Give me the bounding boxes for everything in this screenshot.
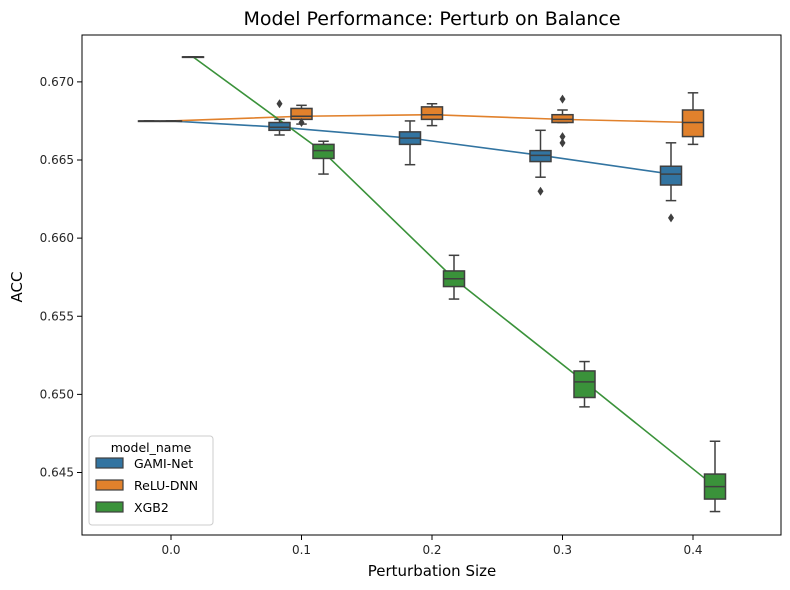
- plot-area: 0.645 0.650 0.655 0.660 0.665 0.670 0.0 0.1 0.2 0…: [40, 34, 782, 557]
- legend-swatch: [95, 501, 124, 513]
- box-relu-dnn-0.0: [159, 120, 183, 123]
- box-gami-net-0.3: [529, 129, 552, 196]
- box-gami-net-0.4: [659, 142, 683, 223]
- box-relu-dnn-0.4: [681, 92, 705, 146]
- outlier-point: [537, 186, 544, 196]
- outlier-point: [298, 118, 305, 127]
- x-tick-label: 0.4: [683, 543, 702, 557]
- y-tick-label: 0.665: [40, 153, 74, 167]
- outlier-point: [276, 99, 283, 109]
- box-body: [290, 107, 313, 121]
- y-tick-label: 0.655: [40, 309, 74, 323]
- box-body: [312, 143, 335, 160]
- box-relu-dnn-0.3: [551, 94, 574, 148]
- legend-title: model_name: [111, 440, 192, 455]
- legend-swatch: [95, 457, 124, 469]
- chart-title: Model Performance: Perturb on Balance: [243, 8, 620, 30]
- box-gami-net-0.1: [268, 99, 291, 136]
- box-gami-net-0.2: [398, 120, 422, 166]
- box-body: [681, 109, 705, 138]
- legend-swatch: [95, 479, 124, 491]
- x-tick-label: 0.3: [553, 543, 572, 557]
- legend-label: GAMI-Net: [134, 456, 193, 471]
- box-xgb2-0.1: [312, 140, 335, 175]
- y-tick-label: 0.670: [40, 75, 74, 89]
- outlier-point: [668, 213, 674, 223]
- box-xgb2-0.3: [573, 360, 596, 408]
- box-gami-net-0.0: [137, 120, 161, 123]
- outlier-point: [559, 132, 566, 142]
- box-xgb2-0.4: [703, 440, 727, 513]
- outlier-point: [559, 94, 566, 104]
- box-body: [659, 165, 683, 186]
- x-tick-label: 0.2: [422, 543, 441, 557]
- legend: model_name GAMI-Net ReLU-DNN XGB2: [88, 435, 214, 526]
- box-xgb2-0.0: [181, 56, 205, 59]
- box-body: [573, 370, 596, 399]
- plot-frame: [81, 34, 782, 536]
- y-tick-label: 0.660: [40, 231, 74, 245]
- box-relu-dnn-0.2: [420, 103, 444, 127]
- box-body: [420, 106, 444, 121]
- box-body: [268, 121, 291, 132]
- x-tick-label: 0.1: [292, 543, 311, 557]
- box-relu-dnn-0.1: [290, 104, 313, 127]
- x-tick-label: 0.0: [161, 543, 180, 557]
- trend-line-gami-net: [170, 120, 672, 175]
- y-axis-title: ACC: [8, 272, 26, 303]
- box-body: [529, 149, 552, 163]
- outlier-point: [559, 138, 566, 148]
- x-axis-title: Perturbation Size: [368, 562, 496, 580]
- legend-label: XGB2: [134, 500, 169, 515]
- y-tick-label: 0.645: [40, 466, 74, 480]
- box-xgb2-0.2: [442, 254, 466, 300]
- legend-label: ReLU-DNN: [134, 478, 198, 493]
- y-tick-label: 0.650: [40, 387, 74, 401]
- box-body: [551, 113, 574, 124]
